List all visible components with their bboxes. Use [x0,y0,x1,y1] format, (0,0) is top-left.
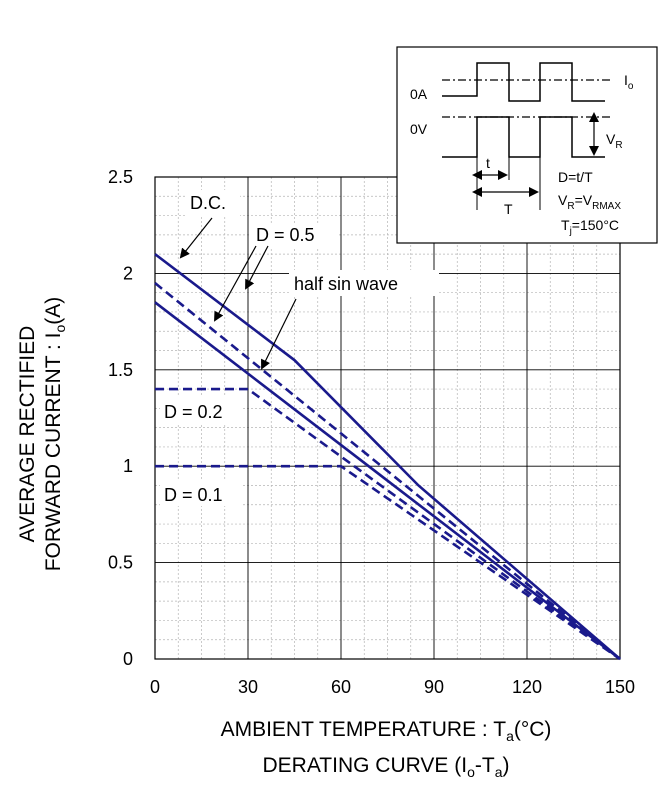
annotation-d05: D = 0.5 [256,225,315,245]
inset-eq-tj-sub: j [569,226,572,237]
annotation-d02: D = 0.2 [164,402,223,422]
annotations: D.C. D = 0.5 half sin wave D = 0.2 D = 0… [160,190,439,506]
y-axis-title-2: FORWARD CURRENT : Io(A) [42,297,68,572]
waveform-inset: 0A 0V Io VR t T D=t/T VR=VRMAX Tj=150°C [396,46,658,244]
x-tick-label: 60 [331,677,351,697]
halfsin-label-bg [289,270,439,296]
inset-eq-duty: D=t/T [558,169,593,185]
series-line-d-0-2 [155,387,621,661]
caption-a: DERATING CURVE (I [263,754,468,777]
y-tick-label: 0.5 [108,553,133,573]
y-tick-label: 1.5 [108,360,133,380]
inset-eq-vr-b-sub: RMAX [592,201,621,212]
inset-io-sub: o [628,81,634,92]
x-axis-title-sub: a [506,728,514,744]
inset-vr-sub: R [615,140,622,151]
y-tick-label: 2 [123,263,133,283]
d05-label-bg [251,223,339,247]
x-tick-label: 30 [238,677,258,697]
caption-sub1: o [467,764,475,780]
series-line-d-0-1 [155,464,621,661]
x-axis-title-main: AMBIENT TEMPERATURE : T [221,718,507,741]
annotation-dc: D.C. [190,193,226,213]
x-axis-title: AMBIENT TEMPERATURE : Ta(°C) [221,718,552,744]
dc-label-bg [186,190,240,216]
inset-io-main: I [624,72,628,88]
y-tick-labels: 0 0.5 1 1.5 2 2.5 [108,167,133,669]
inset-eq-tj-b: =150°C [572,217,619,233]
x-tick-label: 90 [424,677,444,697]
inset-label-vr: VR [606,131,623,151]
d02-label-bg [160,397,242,423]
caption-sub2: a [495,764,503,780]
inset-eq-vr-b: =V [575,192,593,208]
inset-voltage-waveform [442,116,605,158]
arrow-d05-a [214,245,257,322]
y-tick-label: 2.5 [108,167,133,187]
inset-label-0a: 0A [410,86,428,102]
x-axis-title-end: (°C) [514,718,552,741]
series-group [154,253,621,661]
series-line-half-sin-wave [154,301,621,661]
inset-vr-main: V [606,131,616,147]
y-tick-label: 0 [123,649,133,669]
y-axis-title-sub: o [52,325,68,333]
inset-label-0v: 0V [410,121,428,137]
x-tick-labels: 0 30 60 90 120 150 [150,677,635,697]
arrow-dc [179,217,213,259]
inset-current-waveform [442,62,605,102]
inset-eq-tj-a: T [561,217,570,233]
plot-area-frame [154,176,621,660]
x-tick-label: 0 [150,677,160,697]
d01-label-bg [160,480,242,506]
caption-c: ) [503,754,510,777]
inset-eq-vr-a-sub: R [567,201,574,212]
inset-eq-tj: Tj=150°C [561,217,619,237]
inset-label-T: T [504,201,513,217]
annotation-half-sin: half sin wave [294,274,398,294]
inset-eq-vr-a: V [558,192,568,208]
y-axis-title-line2: FORWARD CURRENT : Io(A) [42,297,68,572]
chart-caption: DERATING CURVE (Io-Ta) [263,754,510,780]
caption-b: -T [475,754,495,777]
inset-label-io: Io [624,72,634,92]
annotation-d01: D = 0.1 [164,485,223,505]
arrow-half-sin [261,298,297,370]
series-line-d-c- [154,253,621,660]
inset-eq-vr: VR=VRMAX [558,192,621,212]
arrow-d05-b [245,245,269,290]
inset-label-t: t [486,155,490,171]
y-axis-title-end: (A) [42,297,65,325]
y-tick-label: 1 [123,456,133,476]
series-line-d-0-5 [154,282,621,661]
x-tick-label: 120 [512,677,542,697]
y-axis-title-line1: AVERAGE RECTIFIED [16,326,39,543]
y-axis-title-line2-main: FORWARD CURRENT : I [42,333,65,572]
x-tick-label: 150 [605,677,635,697]
y-axis-title: AVERAGE RECTIFIED [16,326,39,543]
